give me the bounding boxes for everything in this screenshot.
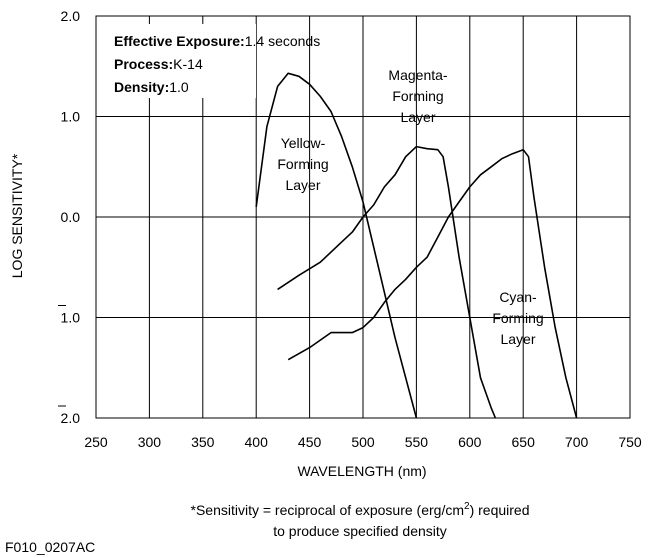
footnote: to produce specified density xyxy=(273,523,447,539)
figure-code: F010_0207AC xyxy=(5,539,95,555)
x-tick-label: 400 xyxy=(245,434,269,450)
y-tick-label: 1.0 xyxy=(61,310,81,326)
y-tick-label: 2.0 xyxy=(61,410,81,426)
info-line: Effective Exposure:1.4 seconds xyxy=(114,33,320,49)
footnote: *Sensitivity = reciprocal of exposure (e… xyxy=(191,501,530,518)
curve xyxy=(277,145,497,419)
x-tick-label: 750 xyxy=(618,434,642,450)
curve-label: Magenta- xyxy=(388,67,447,83)
x-tick-label: 650 xyxy=(512,434,536,450)
info-key: Effective Exposure: xyxy=(114,33,245,49)
info-key: Process: xyxy=(114,56,173,72)
x-tick-label: 700 xyxy=(565,434,589,450)
x-tick-label: 450 xyxy=(298,434,322,450)
x-tick-label: 250 xyxy=(84,434,108,450)
info-key: Density: xyxy=(114,79,169,95)
y-tick-label: 1.0 xyxy=(61,109,81,125)
x-axis-title: WAVELENGTH (nm) xyxy=(297,463,426,479)
info-line: Process:K-14 xyxy=(114,56,203,72)
x-tick-label: 600 xyxy=(458,434,482,450)
info-value: K-14 xyxy=(173,56,203,72)
info-value: 1.4 seconds xyxy=(245,33,321,49)
curve-label: Cyan- xyxy=(499,289,537,305)
curve-label: Layer xyxy=(500,331,535,347)
curve-label: Layer xyxy=(400,109,435,125)
x-tick-label: 550 xyxy=(405,434,429,450)
info-value: 1.0 xyxy=(169,79,189,95)
info-line: Density:1.0 xyxy=(114,79,189,95)
y-tick-label: 2.0 xyxy=(61,8,81,24)
curve-label: Forming xyxy=(492,310,543,326)
x-tick-label: 350 xyxy=(191,434,215,450)
curve xyxy=(287,148,578,419)
x-tick-label: 300 xyxy=(138,434,162,450)
y-tick-label: 0.0 xyxy=(61,209,81,225)
y-axis-title: LOG SENSITIVITY* xyxy=(9,153,25,278)
info-box xyxy=(106,24,256,98)
curve xyxy=(255,72,418,419)
curve-label: Forming xyxy=(277,156,328,172)
curve-label: Yellow- xyxy=(281,135,326,151)
curve-label: Layer xyxy=(285,177,320,193)
curve-label: Forming xyxy=(392,88,443,104)
x-tick-label: 500 xyxy=(351,434,375,450)
